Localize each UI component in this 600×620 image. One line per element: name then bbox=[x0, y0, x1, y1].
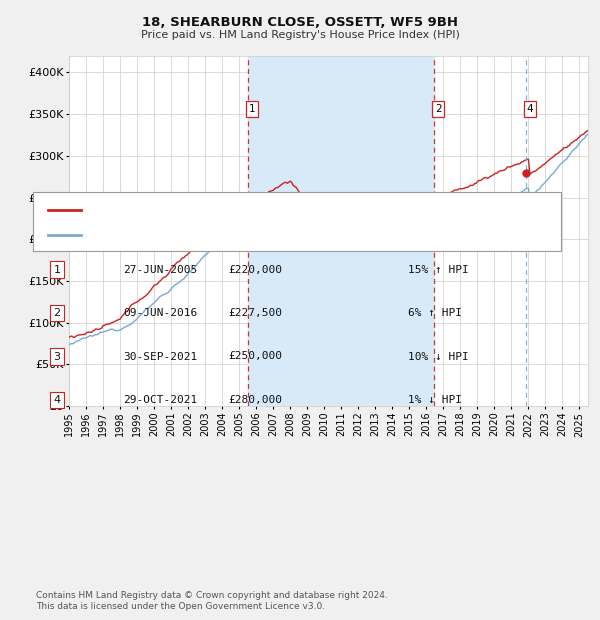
Text: 1: 1 bbox=[53, 265, 61, 275]
Text: 30-SEP-2021: 30-SEP-2021 bbox=[123, 352, 197, 361]
Text: 09-JUN-2016: 09-JUN-2016 bbox=[123, 308, 197, 318]
Text: £227,500: £227,500 bbox=[228, 308, 282, 318]
Text: 10% ↓ HPI: 10% ↓ HPI bbox=[408, 352, 469, 361]
Text: £250,000: £250,000 bbox=[228, 352, 282, 361]
Text: 15% ↑ HPI: 15% ↑ HPI bbox=[408, 265, 469, 275]
Text: 18, SHEARBURN CLOSE, OSSETT, WF5 9BH: 18, SHEARBURN CLOSE, OSSETT, WF5 9BH bbox=[142, 16, 458, 29]
Text: £280,000: £280,000 bbox=[228, 395, 282, 405]
Text: 18, SHEARBURN CLOSE, OSSETT, WF5 9BH (detached house): 18, SHEARBURN CLOSE, OSSETT, WF5 9BH (de… bbox=[87, 205, 405, 215]
Text: 29-OCT-2021: 29-OCT-2021 bbox=[123, 395, 197, 405]
Text: 3: 3 bbox=[53, 352, 61, 361]
Text: HPI: Average price, detached house, Wakefield: HPI: Average price, detached house, Wake… bbox=[87, 230, 331, 240]
Text: 2: 2 bbox=[435, 104, 442, 114]
Text: 6% ↑ HPI: 6% ↑ HPI bbox=[408, 308, 462, 318]
Text: 2: 2 bbox=[53, 308, 61, 318]
Text: 1% ↓ HPI: 1% ↓ HPI bbox=[408, 395, 462, 405]
Text: 4: 4 bbox=[526, 104, 533, 114]
Text: 27-JUN-2005: 27-JUN-2005 bbox=[123, 265, 197, 275]
Text: 4: 4 bbox=[53, 395, 61, 405]
Text: £220,000: £220,000 bbox=[228, 265, 282, 275]
Text: Contains HM Land Registry data © Crown copyright and database right 2024.
This d: Contains HM Land Registry data © Crown c… bbox=[36, 591, 388, 611]
Text: 1: 1 bbox=[248, 104, 255, 114]
Bar bbox=[248, 56, 434, 406]
Text: Price paid vs. HM Land Registry's House Price Index (HPI): Price paid vs. HM Land Registry's House … bbox=[140, 30, 460, 40]
